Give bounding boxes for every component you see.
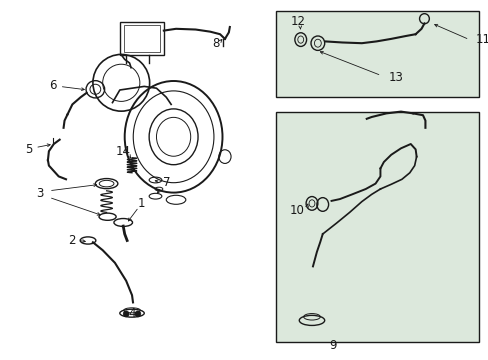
- Circle shape: [123, 311, 129, 317]
- Text: 14: 14: [116, 145, 130, 158]
- Text: 9: 9: [328, 339, 336, 352]
- Bar: [120, 22, 163, 55]
- Bar: [123, 25, 160, 52]
- Text: 10: 10: [289, 204, 304, 217]
- Text: 8: 8: [212, 37, 220, 50]
- Text: 7: 7: [162, 176, 170, 189]
- Text: 3: 3: [36, 187, 44, 200]
- Text: 11: 11: [474, 33, 488, 46]
- Bar: [276, 11, 478, 97]
- Bar: [276, 112, 478, 342]
- Text: 5: 5: [24, 143, 32, 156]
- Text: 2: 2: [68, 234, 76, 247]
- Text: 1: 1: [138, 197, 145, 210]
- Text: 13: 13: [388, 71, 403, 84]
- Text: 4: 4: [128, 307, 135, 320]
- Circle shape: [135, 311, 141, 317]
- Text: 6: 6: [49, 79, 57, 92]
- Text: 12: 12: [290, 15, 305, 28]
